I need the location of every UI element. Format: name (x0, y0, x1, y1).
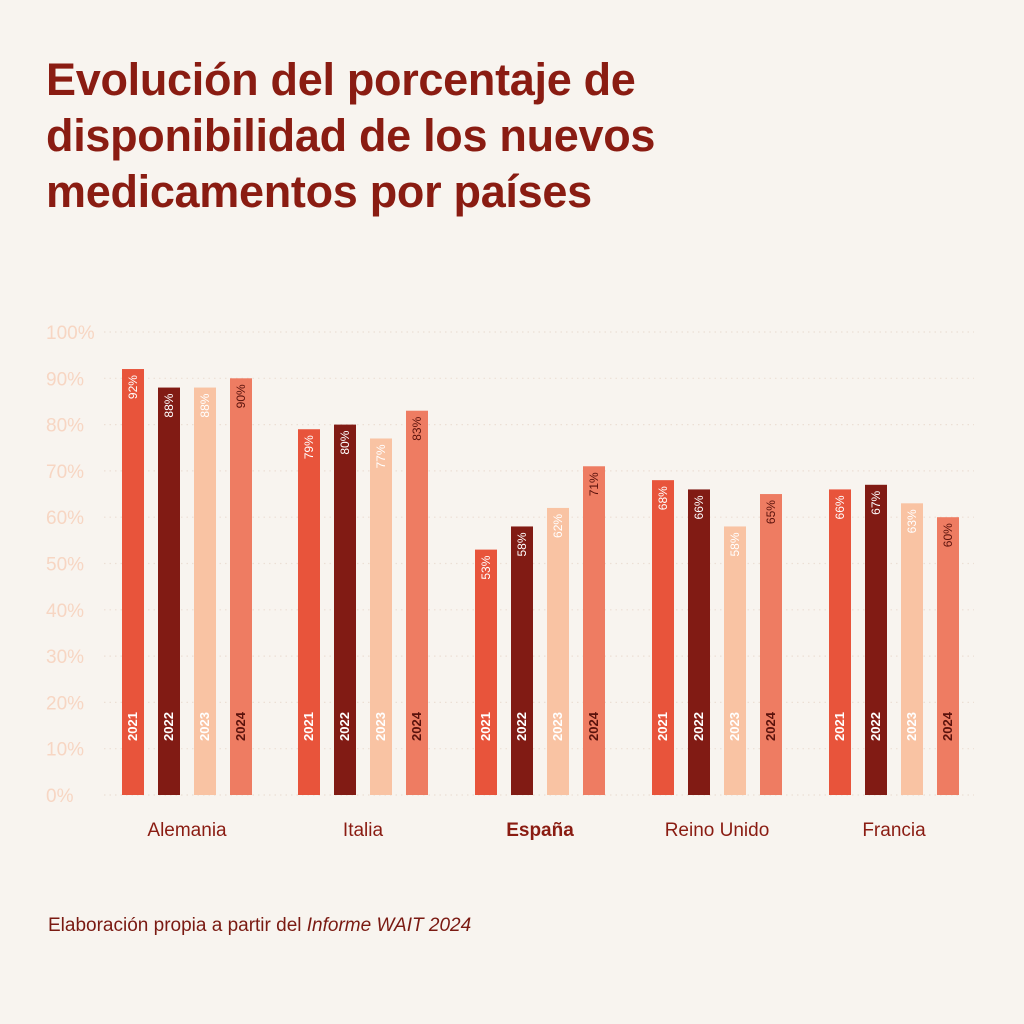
y-tick-label: 30% (46, 647, 84, 668)
y-tick-label: 50% (46, 555, 84, 576)
category-label: Alemania (147, 820, 227, 841)
source-note: Elaboración propia a partir del Informe … (48, 915, 471, 937)
bar (829, 489, 851, 795)
source-emphasis: Informe WAIT 2024 (306, 915, 472, 936)
bar-year-label: 2022 (161, 712, 176, 741)
bar (158, 387, 180, 795)
y-tick-label: 90% (46, 369, 84, 390)
bar-value-label: 63% (905, 509, 919, 533)
bar (652, 480, 674, 795)
bar-value-label: 68% (656, 486, 670, 510)
bar-year-label: 2021 (478, 712, 493, 741)
category-label: Francia (862, 820, 926, 841)
bar-year-label: 2024 (233, 711, 248, 741)
bar (230, 378, 252, 795)
page-title: Evolución del porcentaje de disponibilid… (46, 54, 656, 217)
category-label: España (506, 820, 574, 841)
bar-year-label: 2021 (125, 712, 140, 741)
bar-value-label: 88% (198, 393, 212, 417)
bar-value-label: 79% (302, 435, 316, 459)
y-tick-label: 60% (46, 508, 84, 529)
bar-value-label: 90% (234, 384, 248, 408)
bar-year-label: 2021 (832, 712, 847, 741)
bar-year-label: 2024 (409, 711, 424, 741)
bar-value-label: 58% (515, 532, 529, 556)
bar-year-label: 2023 (727, 712, 742, 741)
y-tick-label: 80% (46, 416, 84, 437)
bar-value-label: 67% (869, 490, 883, 514)
y-tick-label: 0% (46, 786, 74, 807)
bar-year-label: 2023 (197, 712, 212, 741)
category-label: Italia (343, 820, 384, 841)
bar-year-label: 2023 (904, 712, 919, 741)
y-tick-label: 20% (46, 693, 84, 714)
bar (511, 526, 533, 795)
bar-value-label: 66% (833, 495, 847, 519)
bar-year-label: 2021 (655, 712, 670, 741)
y-tick-label: 10% (46, 740, 84, 761)
bar-year-label: 2024 (763, 711, 778, 741)
bar (406, 410, 428, 795)
bar-value-label: 60% (941, 523, 955, 547)
bar (760, 494, 782, 795)
bar-year-label: 2022 (514, 712, 529, 741)
bar-year-label: 2021 (301, 712, 316, 741)
bar-value-label: 92% (126, 375, 140, 399)
bar-value-label: 88% (162, 393, 176, 417)
bar-year-label: 2024 (940, 711, 955, 741)
bar-year-label: 2023 (373, 712, 388, 741)
bar-year-label: 2024 (586, 711, 601, 741)
bar (583, 466, 605, 795)
bar (937, 517, 959, 795)
bar (724, 526, 746, 795)
y-tick-label: 70% (46, 462, 84, 483)
bar-year-label: 2023 (550, 712, 565, 741)
bar-value-label: 80% (338, 430, 352, 454)
bar (370, 438, 392, 795)
y-tick-label: 40% (46, 601, 84, 622)
bar-year-label: 2022 (868, 712, 883, 741)
bar-year-label: 2022 (691, 712, 706, 741)
y-tick-label: 100% (46, 323, 95, 344)
bar-value-label: 71% (587, 472, 601, 496)
category-label: Reino Unido (665, 820, 770, 841)
bar (688, 489, 710, 795)
bar-year-label: 2022 (337, 712, 352, 741)
bar-value-label: 62% (551, 514, 565, 538)
bar-value-label: 58% (728, 532, 742, 556)
bar-value-label: 53% (479, 555, 493, 579)
bar (298, 429, 320, 795)
bar (901, 503, 923, 795)
bar-value-label: 77% (374, 444, 388, 468)
bar (122, 369, 144, 795)
bar (334, 424, 356, 795)
bar-value-label: 65% (764, 500, 778, 524)
bar (194, 387, 216, 795)
bar (547, 507, 569, 795)
source-prefix: Elaboración propia a partir del (48, 915, 307, 936)
bar (865, 484, 887, 795)
bar-value-label: 66% (692, 495, 706, 519)
bar-value-label: 83% (410, 416, 424, 440)
bar (475, 549, 497, 795)
